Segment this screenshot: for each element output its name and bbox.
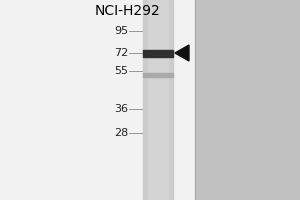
Bar (148, 0, 168, 200)
Text: NCI-H292: NCI-H292 (95, 4, 161, 18)
Bar (195, 0, 300, 200)
Bar (0, 0, 195, 200)
Text: 36: 36 (114, 104, 128, 114)
Text: 28: 28 (114, 128, 128, 138)
Text: 72: 72 (114, 48, 128, 58)
Text: 95: 95 (114, 26, 128, 36)
Polygon shape (175, 45, 189, 61)
Bar (143, 73, 173, 77)
Bar (143, 0, 173, 200)
Text: 55: 55 (114, 66, 128, 76)
Bar (143, 49, 173, 56)
